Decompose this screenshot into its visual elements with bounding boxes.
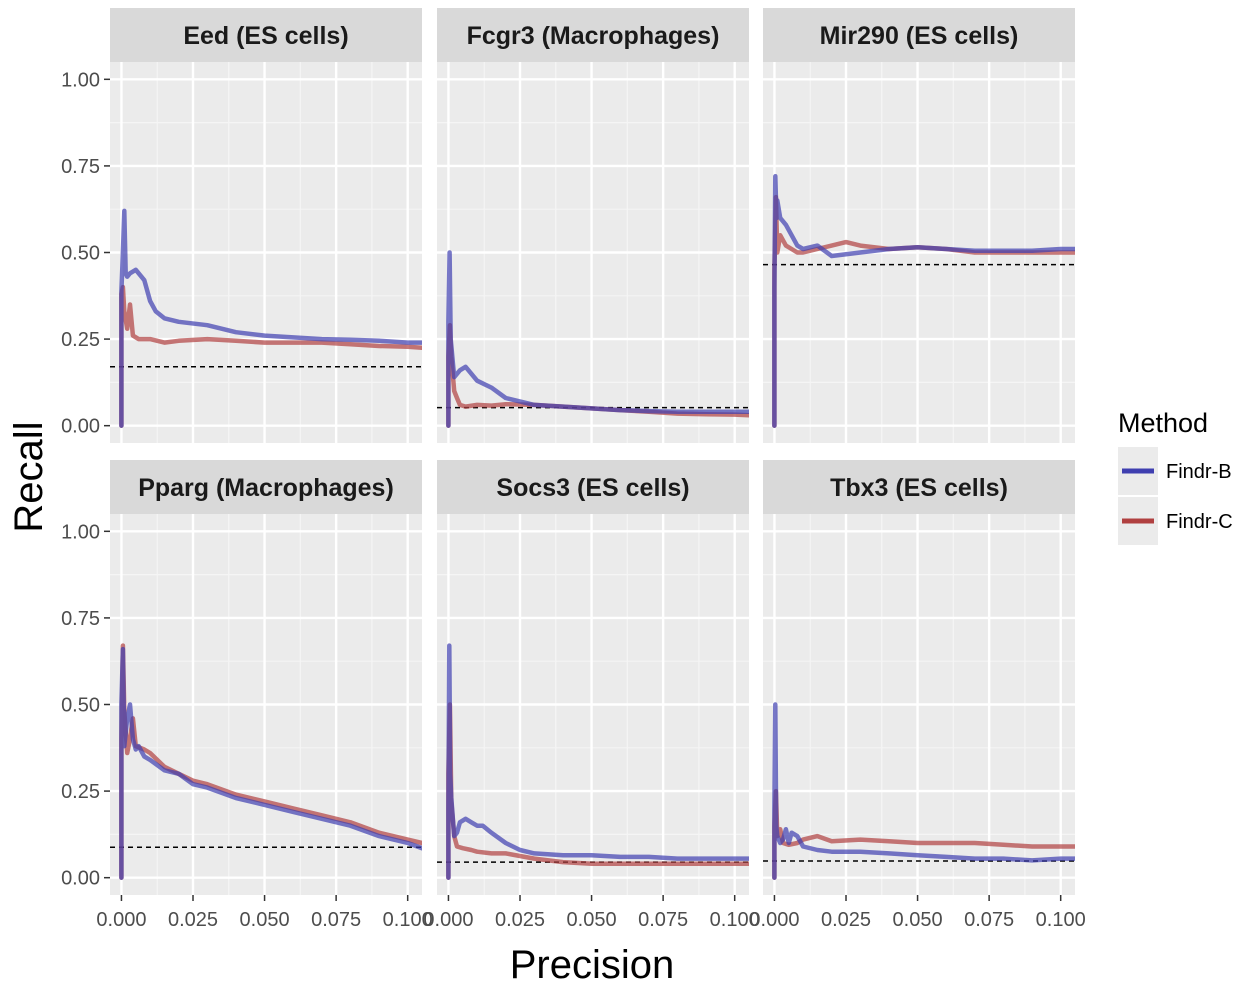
- series-line-findr-b: [772, 174, 1075, 428]
- facet-panel-mir290-es-cells: Mir290 (ES cells): [763, 8, 1075, 443]
- y-tick-label: 0.75: [61, 156, 100, 178]
- x-tick-label: 0.050: [893, 909, 943, 931]
- facet-strip: [110, 460, 422, 514]
- facet-panel-socs3-es-cells: Socs3 (ES cells) 0.000 0.025 0.050 0.075 0.10…: [423, 460, 760, 931]
- x-tick-label: 0.075: [638, 909, 688, 931]
- plot-data-area: [437, 250, 749, 428]
- y-tick-label: 1.00: [61, 69, 100, 91]
- x-tick-label: 0.075: [311, 909, 361, 931]
- x-tick-label: 0.000: [96, 909, 146, 931]
- facet-strip: [763, 460, 1075, 514]
- y-tick-label: 0.25: [61, 329, 100, 351]
- legend-label-findr-c: Findr-C: [1166, 511, 1233, 533]
- facet-title: Mir290 (ES cells): [820, 22, 1019, 50]
- legend-label-findr-b: Findr-B: [1166, 461, 1232, 483]
- series-line-findr-b: [119, 208, 422, 428]
- x-tick-label: 0.000: [749, 909, 799, 931]
- x-tick-label: 0.100: [383, 909, 433, 931]
- series-line-findr-c: [119, 284, 422, 428]
- series-line-findr-b: [446, 643, 749, 880]
- y-tick-label: 1.00: [61, 521, 100, 543]
- facet-title: Fcgr3 (Macrophages): [467, 22, 720, 50]
- y-tick-label: 0.75: [61, 608, 100, 630]
- x-tick-label: 0.000: [423, 909, 473, 931]
- plot-data-area: [437, 643, 749, 880]
- legend-title: Method: [1118, 408, 1208, 438]
- facet-strip: [437, 8, 749, 62]
- y-tick-label: 0.50: [61, 695, 100, 717]
- plot-data-area: [763, 174, 1075, 428]
- facet-title: Eed (ES cells): [183, 22, 348, 50]
- y-tick-label: 0.50: [61, 243, 100, 265]
- facet-panel-eed-es-cells: Eed (ES cells) 0.00 0.25 0.50 0.75 1.00: [61, 8, 422, 443]
- facet-title: Pparg (Macrophages): [138, 474, 394, 502]
- x-tick-label: 0.025: [495, 909, 545, 931]
- x-tick-label: 0.075: [964, 909, 1014, 931]
- facet-strip: [110, 8, 422, 62]
- x-tick-label: 0.100: [1036, 909, 1086, 931]
- y-tick-label: 0.25: [61, 781, 100, 803]
- y-axis-title: Recall: [7, 421, 51, 532]
- series-line-findr-b: [772, 702, 1075, 880]
- series-line-findr-b: [446, 250, 749, 428]
- facet-strip: [763, 8, 1075, 62]
- facet-title: Socs3 (ES cells): [496, 474, 689, 502]
- facet-strip: [437, 460, 749, 514]
- facet-title: Tbx3 (ES cells): [830, 474, 1008, 502]
- x-tick-label: 0.025: [168, 909, 218, 931]
- x-tick-label: 0.025: [821, 909, 871, 931]
- plot-data-area: [110, 208, 422, 428]
- chart-panels: Eed (ES cells) 0.00 0.25 0.50 0.75 1.00 Fcgr3 …: [61, 8, 1086, 931]
- x-axis-title: Precision: [510, 943, 675, 987]
- x-tick-label: 0.050: [240, 909, 290, 931]
- x-tick-label: 0.050: [567, 909, 617, 931]
- y-tick-label: 0.00: [61, 416, 100, 438]
- facet-panel-fcgr3-macrophages: Fcgr3 (Macrophages): [437, 8, 749, 443]
- legend: Method Findr-B Findr-C: [1118, 408, 1233, 545]
- x-tick-label: 0.100: [710, 909, 760, 931]
- facet-panel-tbx3-es-cells: Tbx3 (ES cells) 0.000 0.025 0.050 0.075 0.100: [749, 460, 1086, 931]
- series-line-findr-b: [119, 646, 422, 880]
- plot-data-area: [110, 643, 422, 880]
- facet-panel-pparg-macrophages: Pparg (Macrophages) 0.00 0.25 0.50 0.75 1.00 0…: [61, 460, 433, 931]
- y-tick-label: 0.00: [61, 868, 100, 890]
- plot-data-area: [763, 702, 1075, 880]
